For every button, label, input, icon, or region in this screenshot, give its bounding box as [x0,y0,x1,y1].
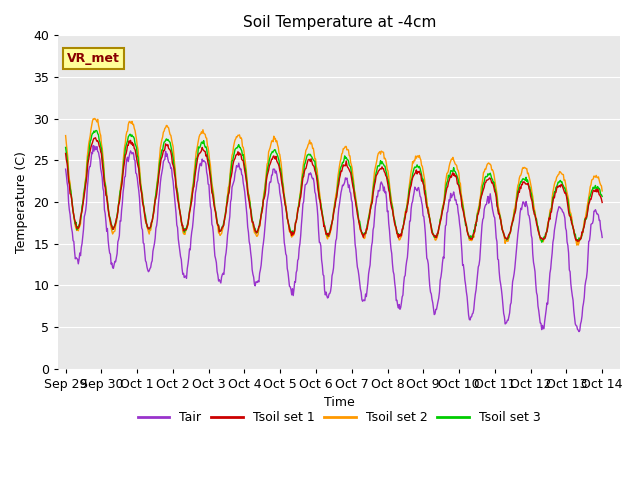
Text: VR_met: VR_met [67,52,120,65]
Title: Soil Temperature at -4cm: Soil Temperature at -4cm [243,15,436,30]
Legend: Tair, Tsoil set 1, Tsoil set 2, Tsoil set 3: Tair, Tsoil set 1, Tsoil set 2, Tsoil se… [133,406,545,429]
Y-axis label: Temperature (C): Temperature (C) [15,151,28,253]
X-axis label: Time: Time [324,396,355,409]
